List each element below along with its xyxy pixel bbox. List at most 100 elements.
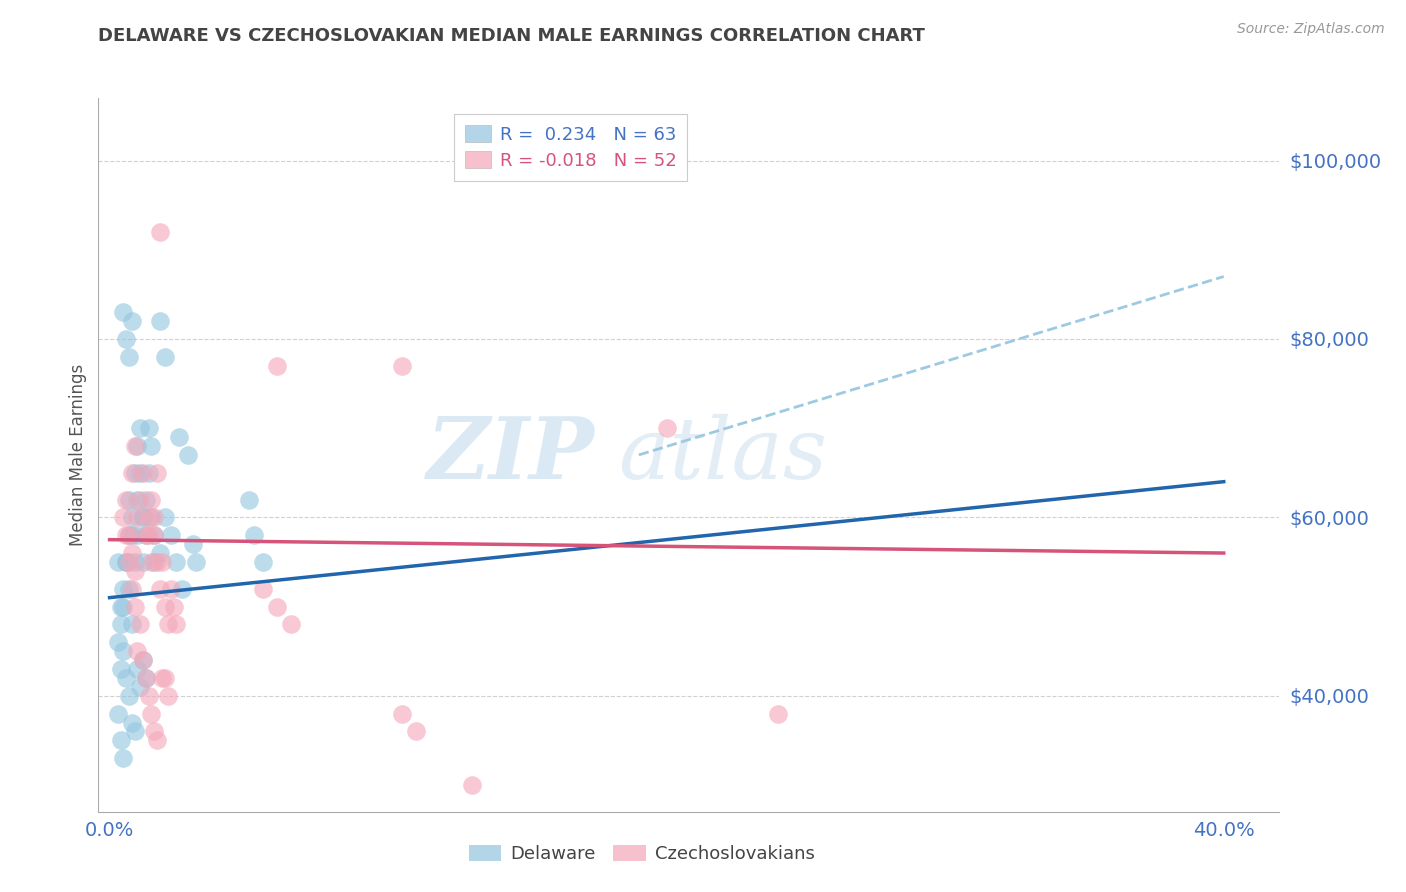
Point xyxy=(149,582,172,596)
Point xyxy=(238,492,260,507)
Point xyxy=(110,599,132,614)
Point xyxy=(391,359,413,373)
Point xyxy=(127,510,149,524)
Point xyxy=(121,466,143,480)
Point xyxy=(124,555,146,569)
Point xyxy=(127,528,149,542)
Text: DELAWARE VS CZECHOSLOVAKIAN MEDIAN MALE EARNINGS CORRELATION CHART: DELAWARE VS CZECHOSLOVAKIAN MEDIAN MALE … xyxy=(98,27,925,45)
Point xyxy=(155,510,177,524)
Point xyxy=(181,537,204,551)
Point xyxy=(132,510,155,524)
Point xyxy=(160,528,183,542)
Point xyxy=(129,492,152,507)
Point xyxy=(152,671,174,685)
Point xyxy=(132,653,155,667)
Point xyxy=(115,492,138,507)
Point xyxy=(112,582,135,596)
Point xyxy=(138,510,160,524)
Point xyxy=(107,706,129,721)
Point xyxy=(157,689,180,703)
Point xyxy=(124,599,146,614)
Point xyxy=(115,332,138,346)
Point xyxy=(143,528,166,542)
Point xyxy=(138,528,160,542)
Point xyxy=(160,582,183,596)
Point xyxy=(143,510,166,524)
Point xyxy=(167,430,190,444)
Point xyxy=(127,492,149,507)
Point xyxy=(112,305,135,319)
Point xyxy=(121,617,143,632)
Point xyxy=(155,350,177,364)
Point xyxy=(135,528,157,542)
Point xyxy=(115,671,138,685)
Point xyxy=(146,733,169,747)
Point xyxy=(107,635,129,649)
Point xyxy=(135,528,157,542)
Point xyxy=(280,617,302,632)
Point xyxy=(121,510,143,524)
Point xyxy=(141,510,163,524)
Point xyxy=(138,421,160,435)
Point xyxy=(155,599,177,614)
Point xyxy=(110,617,132,632)
Point xyxy=(127,662,149,676)
Text: ZIP: ZIP xyxy=(426,413,595,497)
Point xyxy=(252,555,274,569)
Y-axis label: Median Male Earnings: Median Male Earnings xyxy=(69,364,87,546)
Point xyxy=(127,644,149,658)
Point xyxy=(405,724,427,739)
Point xyxy=(138,689,160,703)
Point xyxy=(184,555,207,569)
Point xyxy=(655,421,678,435)
Point xyxy=(124,439,146,453)
Point xyxy=(155,671,177,685)
Point xyxy=(170,582,193,596)
Point xyxy=(129,466,152,480)
Point xyxy=(107,555,129,569)
Point xyxy=(110,733,132,747)
Text: Source: ZipAtlas.com: Source: ZipAtlas.com xyxy=(1237,22,1385,37)
Point xyxy=(121,546,143,560)
Point xyxy=(118,582,141,596)
Point xyxy=(766,706,789,721)
Point xyxy=(132,653,155,667)
Point xyxy=(146,466,169,480)
Point xyxy=(141,492,163,507)
Point xyxy=(138,466,160,480)
Point xyxy=(135,671,157,685)
Point xyxy=(115,555,138,569)
Point xyxy=(135,671,157,685)
Point xyxy=(115,555,138,569)
Point xyxy=(112,599,135,614)
Point xyxy=(129,680,152,694)
Point xyxy=(118,528,141,542)
Legend: Delaware, Czechoslovakians: Delaware, Czechoslovakians xyxy=(461,838,823,871)
Point xyxy=(162,599,184,614)
Point xyxy=(460,778,482,792)
Point xyxy=(124,724,146,739)
Point xyxy=(143,555,166,569)
Point xyxy=(112,644,135,658)
Point xyxy=(121,528,143,542)
Point xyxy=(266,359,288,373)
Point xyxy=(124,564,146,578)
Point xyxy=(110,662,132,676)
Point xyxy=(129,617,152,632)
Text: atlas: atlas xyxy=(619,414,827,496)
Point xyxy=(266,599,288,614)
Point xyxy=(152,555,174,569)
Point xyxy=(157,617,180,632)
Point xyxy=(149,546,172,560)
Point xyxy=(391,706,413,721)
Point xyxy=(121,314,143,328)
Point xyxy=(143,724,166,739)
Point xyxy=(176,448,198,462)
Point xyxy=(118,528,141,542)
Point xyxy=(118,492,141,507)
Point xyxy=(129,421,152,435)
Point xyxy=(165,617,187,632)
Point xyxy=(149,314,172,328)
Point xyxy=(135,492,157,507)
Point xyxy=(112,510,135,524)
